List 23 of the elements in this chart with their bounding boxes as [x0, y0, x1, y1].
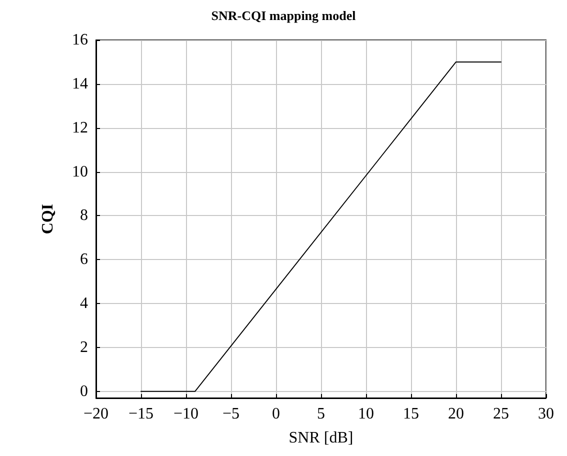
x-axis-title: SNR [dB] [288, 430, 354, 446]
x-tick-label: 0 [272, 406, 280, 422]
y-tick-label: 4 [80, 295, 88, 312]
x-tick-label: 10 [358, 406, 374, 422]
y-tick-label: 8 [80, 207, 88, 224]
y-tick-label: 14 [72, 75, 88, 92]
y-axis-title: CQI [40, 204, 56, 234]
x-tick-label: 25 [493, 406, 509, 422]
x-tick-label: −10 [173, 406, 199, 422]
x-tick-label: −5 [222, 406, 240, 422]
x-tick-label: 30 [538, 406, 554, 422]
y-tick-label: 2 [80, 338, 88, 356]
x-tick-label: 20 [448, 406, 464, 422]
x-tick-label: −20 [83, 406, 109, 422]
x-tick-label: 15 [403, 406, 419, 422]
y-tick-label: 10 [72, 163, 88, 180]
x-tick-label: 5 [317, 406, 325, 422]
y-tick-label: 16 [72, 32, 88, 48]
y-tick-label: 12 [72, 119, 88, 136]
y-tick-label: 0 [80, 382, 88, 400]
chart-title: SNR-CQI mapping model [211, 8, 356, 23]
y-tick-label: 6 [80, 251, 88, 268]
x-tick-label: −15 [128, 406, 154, 422]
